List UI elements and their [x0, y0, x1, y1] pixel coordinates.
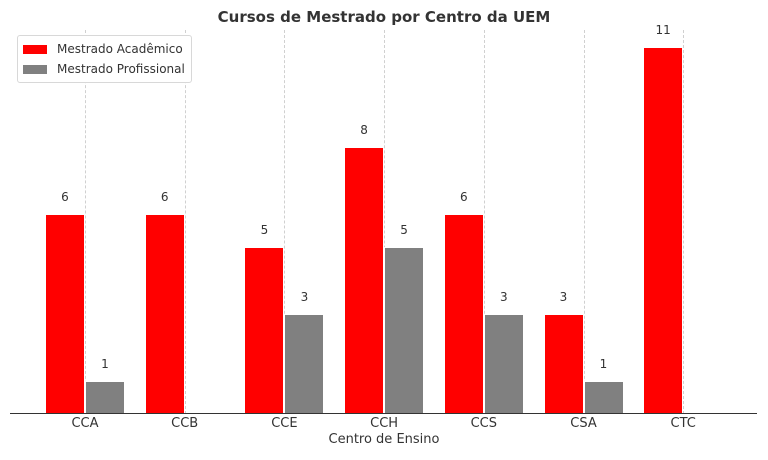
data-label: 11	[655, 22, 671, 37]
bar-academico	[543, 313, 584, 414]
x-axis-label: Centro de Ensino	[328, 432, 440, 447]
bar-academico	[344, 146, 385, 414]
legend: Mestrado Acadêmico Mestrado Profissional	[17, 35, 192, 83]
data-label: 8	[360, 122, 368, 137]
data-label: 1	[599, 356, 608, 371]
data-label: 3	[559, 289, 568, 304]
grid-line	[184, 30, 186, 414]
bar-academico	[45, 213, 85, 414]
bar-profissional	[284, 313, 325, 414]
grid-line	[384, 30, 386, 414]
legend-label-profissional: Mestrado Profissional	[57, 62, 185, 76]
bar-academico	[244, 247, 285, 414]
legend-swatch-academico	[23, 44, 47, 54]
grid-line	[683, 30, 685, 414]
legend-label-academico: Mestrado Acadêmico	[57, 42, 183, 56]
x-axis-line	[10, 413, 757, 414]
data-label: 6	[61, 189, 69, 204]
legend-item-profissional: Mestrado Profissional	[23, 59, 185, 79]
x-tick-label: CCA	[71, 416, 99, 431]
legend-swatch-profissional	[23, 64, 47, 74]
bar-academico	[443, 213, 484, 414]
grid-line	[284, 30, 286, 414]
x-tick-label: CTC	[670, 416, 696, 431]
data-label: 1	[101, 356, 109, 371]
data-label: 6	[160, 189, 169, 204]
bar-profissional	[384, 247, 425, 414]
data-label: 3	[499, 289, 508, 304]
data-label: 3	[300, 289, 309, 304]
plot-area: 6 1 6 5 3 8 5 6 3 3 1 11	[10, 23, 757, 414]
x-tick-label: CCE	[271, 416, 298, 431]
data-label: 6	[459, 189, 468, 204]
bar-academico	[144, 213, 185, 414]
bar-profissional	[85, 380, 125, 414]
grid-line	[85, 30, 86, 414]
bar-profissional	[483, 313, 524, 414]
grid-line	[483, 30, 485, 414]
data-label: 5	[400, 223, 408, 237]
data-label: 5	[260, 223, 269, 237]
x-tick-label: CCS	[470, 416, 497, 431]
x-tick-label: CCB	[171, 416, 199, 431]
chart-title: Cursos de Mestrado por Centro da UEM	[217, 8, 551, 26]
bar-academico	[643, 46, 684, 414]
x-tick-label: CCH	[370, 416, 399, 431]
x-tick-label: CSA	[570, 416, 597, 431]
grid-line	[583, 30, 585, 414]
bar-profissional	[583, 380, 624, 414]
legend-item-academico: Mestrado Acadêmico	[23, 39, 185, 59]
